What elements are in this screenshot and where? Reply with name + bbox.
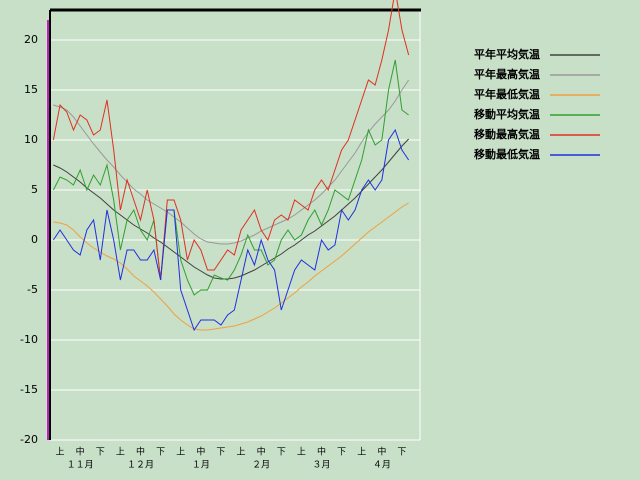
month-label: １２月 [127, 460, 154, 471]
x-tick-label: 上 [237, 447, 246, 458]
x-tick-label: 中 [377, 446, 386, 458]
y-tick-label: 0 [31, 233, 38, 246]
series-line [52, 59, 409, 296]
legend-label: 平年最低気温 [474, 87, 540, 101]
y-tick-label: -15 [20, 383, 38, 396]
legend-label: 平年平均気温 [474, 47, 540, 61]
x-tick-label: 上 [357, 447, 366, 458]
x-tick-label: 上 [297, 447, 306, 458]
x-tick-label: 下 [397, 448, 406, 458]
x-tick-label: 中 [76, 446, 85, 458]
x-tick-label: 下 [277, 448, 286, 458]
x-tick-label: 下 [96, 448, 105, 458]
month-label: ４月 [373, 460, 391, 471]
y-tick-label: -10 [20, 333, 38, 346]
y-tick-label: 10 [24, 133, 38, 146]
month-label: １月 [192, 460, 210, 471]
x-tick-label: 上 [176, 447, 185, 458]
x-tick-label: 中 [136, 446, 145, 458]
series-line [52, 128, 410, 332]
y-tick-label: -20 [20, 433, 38, 446]
series-line [53, 79, 410, 245]
legend-label: 移動平均気温 [474, 107, 540, 121]
y-tick-label: -5 [27, 283, 38, 296]
legend-label: 移動最高気温 [474, 127, 540, 141]
series-line [53, 138, 410, 280]
y-tick-label: 5 [31, 183, 38, 196]
month-label: ２月 [252, 460, 270, 471]
x-tick-label: 下 [156, 448, 165, 458]
x-tick-label: 中 [196, 446, 205, 458]
y-tick-label: 20 [24, 33, 38, 46]
x-tick-label: 上 [56, 447, 65, 458]
legend-label: 移動最低気温 [474, 147, 540, 161]
x-tick-label: 下 [337, 448, 346, 458]
y-tick-label: 15 [24, 83, 38, 96]
month-label: １１月 [67, 460, 94, 471]
series-line [52, 0, 410, 281]
x-tick-label: 下 [216, 448, 225, 458]
x-tick-label: 中 [257, 446, 266, 458]
month-label: ３月 [312, 460, 330, 471]
x-tick-label: 上 [116, 447, 125, 458]
legend-label: 平年最高気温 [474, 67, 540, 81]
series-line [53, 202, 409, 331]
x-tick-label: 中 [317, 446, 326, 458]
